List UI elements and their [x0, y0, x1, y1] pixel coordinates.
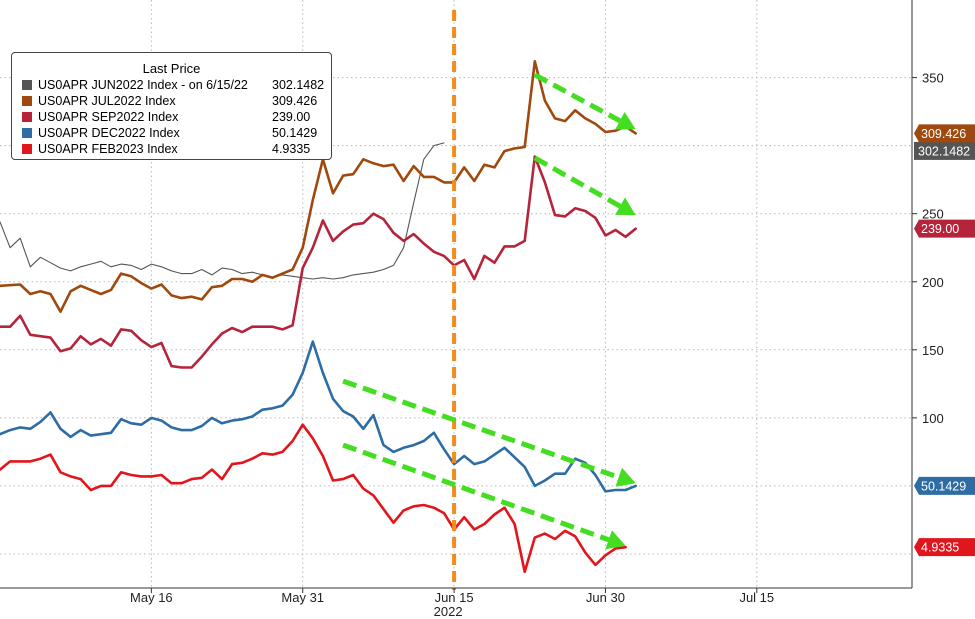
legend-item: US0APR FEB2023 Index 4.9335 [12, 141, 331, 157]
legend-item: US0APR SEP2022 Index 239.00 [12, 109, 331, 125]
legend-swatch [22, 128, 32, 138]
series-line [0, 155, 637, 369]
legend-item: US0APR JUN2022 Index - on 6/15/22 302.14… [12, 77, 331, 93]
chart-legend: Last Price US0APR JUN2022 Index - on 6/1… [11, 52, 332, 160]
trend-arrow-shaft [342, 442, 610, 543]
trend-arrows [342, 72, 636, 550]
series-line [0, 423, 627, 573]
trend-arrow-head [615, 197, 636, 216]
x-tick-label: May 31 [281, 590, 324, 605]
series-line [0, 340, 637, 493]
legend-item: US0APR DEC2022 Index 50.1429 [12, 125, 331, 141]
legend-series-name: US0APR JUL2022 Index [38, 94, 176, 108]
value-badge [914, 538, 975, 557]
value-badge-text: 309.426 [921, 127, 966, 141]
y-tick-label: 100 [922, 411, 944, 426]
legend-series-value: 4.9335 [272, 142, 311, 156]
legend-series-name: US0APR JUN2022 Index - on 6/15/22 [38, 78, 248, 92]
value-badge-text: 239.00 [921, 222, 959, 236]
legend-series-name: US0APR SEP2022 Index [38, 110, 179, 124]
legend-swatch [22, 112, 32, 122]
y-tick-label: 250 [922, 207, 944, 222]
legend-series-name: US0APR DEC2022 Index [38, 126, 180, 140]
x-tick-label: Jul 15 [739, 590, 774, 605]
legend-title: Last Price [142, 61, 201, 76]
x-tick-label: May 16 [130, 590, 173, 605]
value-badge-text: 4.9335 [921, 541, 959, 555]
legend-item: US0APR JUL2022 Index 309.426 [12, 93, 331, 109]
legend-series-value: 50.1429 [272, 126, 318, 140]
legend-swatch [22, 144, 32, 154]
trend-arrow-head [605, 530, 626, 550]
value-badge [914, 141, 975, 160]
legend-swatch [22, 80, 32, 90]
y-tick-label: 150 [922, 343, 944, 358]
legend-series-value: 302.1482 [272, 78, 325, 92]
value-badge [914, 476, 975, 495]
value-badge [914, 124, 975, 143]
x-tick-label: Jun 15 [435, 590, 474, 605]
trend-arrow-shaft [342, 378, 620, 480]
trend-arrow-head [615, 467, 636, 487]
x-tick-label: Jun 30 [586, 590, 625, 605]
trend-arrow-head [615, 112, 636, 130]
value-badge-text: 302.1482 [918, 144, 970, 158]
legend-series-name: US0APR FEB2023 Index [38, 142, 178, 156]
trend-arrow-shaft [533, 72, 622, 123]
series-line [0, 142, 445, 280]
legend-series-value: 309.426 [272, 94, 318, 108]
trend-arrow-shaft [533, 155, 622, 209]
legend-series-value: 239.00 [272, 110, 311, 124]
value-badge [914, 219, 975, 238]
value-badge-text: 50.1429 [921, 479, 966, 493]
legend-swatch [22, 96, 32, 106]
value-badges: 302.1482 309.426 239.00 50.1429 4.9335 [914, 124, 975, 557]
y-tick-label: 200 [922, 275, 944, 290]
y-tick-label: 350 [922, 71, 944, 86]
x-year-label: 2022 [434, 604, 463, 619]
axes: 350 250 200 150 100 May 16 May 31 Jun 15 Jun 30 J… [0, 0, 944, 619]
